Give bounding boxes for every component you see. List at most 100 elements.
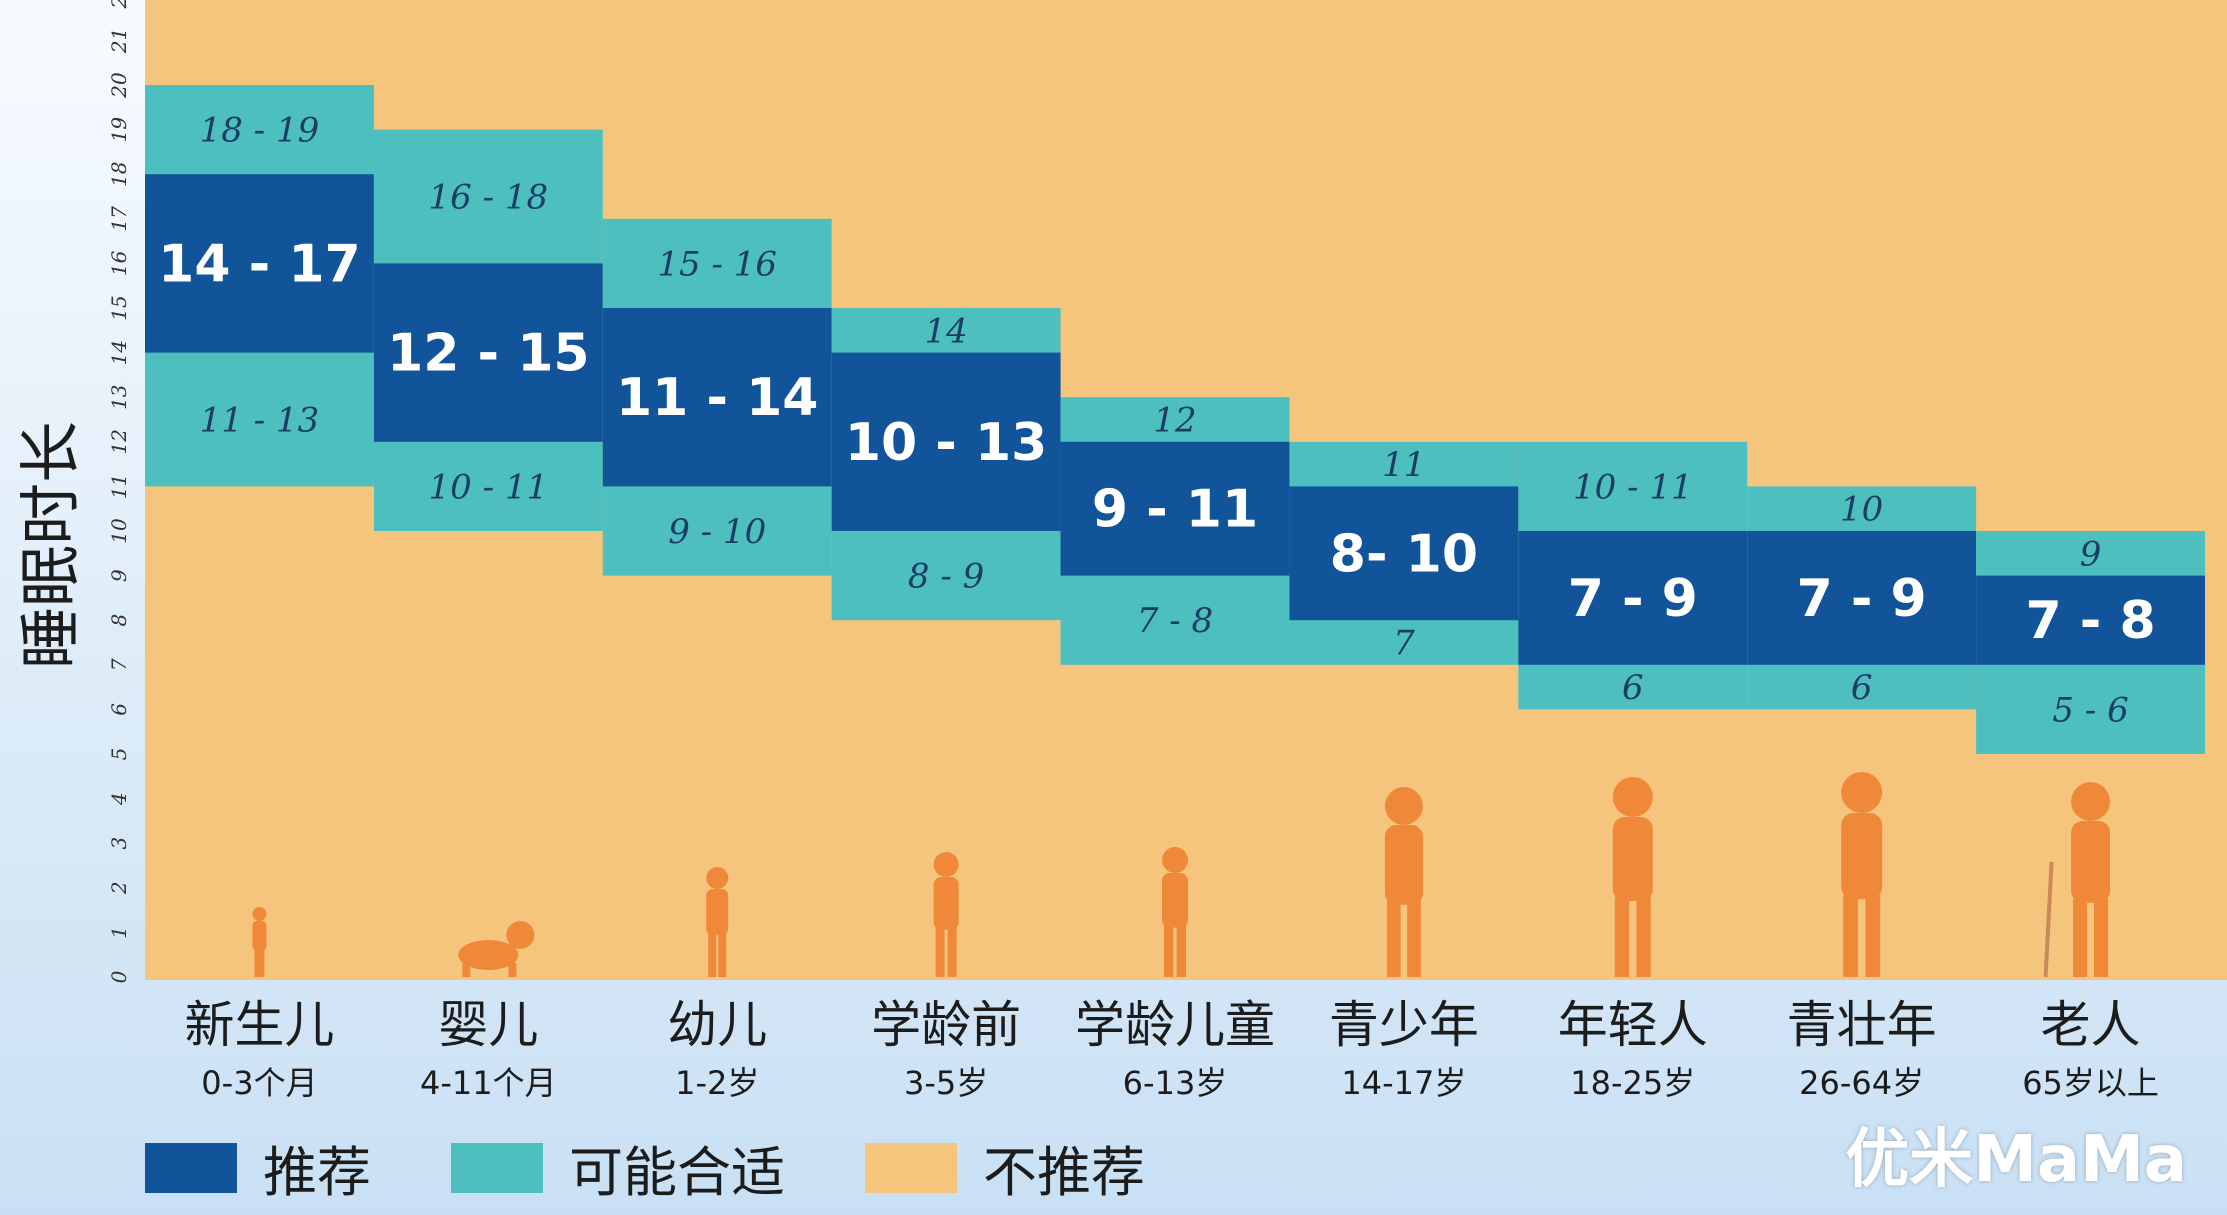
y-tick-label: 2 (107, 881, 131, 895)
recommended-bar (1518, 531, 1748, 665)
leg-shape (259, 946, 265, 977)
leg-shape (1176, 923, 1186, 977)
maybe-upper-label: 9 (2080, 534, 2102, 574)
leg-shape (1636, 897, 1651, 977)
maybe-lower-label: 7 - 8 (1137, 601, 1213, 641)
leg-shape (947, 925, 957, 977)
y-tick-label: 15 (107, 295, 131, 320)
bar-group-0: 18 - 19 11 - 13 14 - 17 (145, 85, 374, 487)
maybe-lower-label: 5 - 6 (2052, 690, 2128, 730)
legend-item-not-recommended: 不推荐 (865, 1128, 1145, 1207)
bar-group-4: 12 7 - 8 9 - 11 (1060, 397, 1290, 665)
age-label: 14-17岁 (1341, 1064, 1466, 1102)
maybe-upper-label: 10 - 11 (1573, 467, 1693, 507)
category-label: 青少年 (1329, 996, 1479, 1054)
leg-shape (1843, 895, 1858, 977)
leg-shape (1386, 900, 1401, 977)
legend-label-recommended: 推荐 (263, 1141, 371, 1204)
maybe-lower-label: 10 - 11 (429, 467, 549, 507)
body-shape (2071, 821, 2111, 903)
y-tick-label: 13 (107, 384, 131, 409)
person-silhouette-icon (1612, 777, 1653, 977)
y-tick-label: 7 (107, 658, 131, 671)
y-tick-label: 21 (107, 28, 131, 54)
maybe-upper-label: 14 (924, 311, 967, 351)
head-shape (1612, 777, 1653, 817)
age-label: 4-11个月 (420, 1064, 557, 1102)
category-label: 学龄儿童 (1075, 996, 1275, 1054)
recommended-label: 9 - 11 (1092, 480, 1258, 540)
age-label: 1-2岁 (675, 1064, 759, 1102)
bars-group: 18 - 19 11 - 13 14 - 17 16 - 18 10 - 11 12 - … (145, 85, 2205, 754)
maybe-lower-label: 8 - 9 (908, 557, 984, 597)
head-shape (1841, 772, 1883, 813)
leg-shape (1407, 900, 1421, 977)
body-shape (252, 921, 267, 951)
recommended-label: 7 - 8 (2025, 591, 2155, 651)
y-tick-label: 6 (107, 703, 131, 716)
head-shape (706, 867, 729, 889)
leg-shape (2073, 898, 2088, 977)
silhouettes-group (252, 772, 2111, 978)
recommended-bar (145, 174, 374, 353)
age-label: 3-5岁 (904, 1064, 988, 1102)
x-axis: 新生儿 0-3个月 婴儿 4-11个月 幼儿 1-2岁 学龄前 3-5岁 学龄儿童 6-13岁 青少… (184, 996, 2158, 1102)
recommended-label: 8- 10 (1330, 524, 1478, 584)
recommended-bar (1060, 441, 1290, 576)
body-shape (933, 877, 959, 930)
head-shape (506, 921, 535, 949)
maybe-upper-label: 11 (1382, 445, 1425, 485)
age-label: 0-3个月 (201, 1064, 317, 1102)
leg-shape (718, 931, 727, 977)
maybe-upper-label: 18 - 19 (200, 111, 320, 151)
recommended-label: 14 - 17 (158, 234, 361, 294)
bar-group-7: 10 6 7 - 9 (1747, 486, 1977, 710)
category-label: 青壮年 (1787, 996, 1937, 1054)
maybe-upper-label: 15 - 16 (657, 244, 777, 284)
person-silhouette-icon (2043, 782, 2111, 978)
person-silhouette-icon (706, 867, 729, 977)
legend: 推荐 可能合适 不推荐 (145, 1128, 1225, 1207)
legend-item-recommended: 推荐 (145, 1128, 371, 1207)
head-shape (933, 852, 959, 877)
person-silhouette-icon (252, 907, 267, 977)
y-tick-label: 12 (107, 429, 131, 454)
category-label: 年轻人 (1558, 996, 1708, 1054)
body-shape (1841, 813, 1883, 900)
y-tick-label: 0 (107, 970, 131, 983)
category-label: 新生儿 (184, 996, 334, 1054)
maybe-upper-label: 10 (1840, 490, 1883, 530)
y-axis-label: 睡眠时长 (14, 421, 87, 669)
bar-group-3: 14 8 - 9 10 - 13 (831, 308, 1061, 621)
recommended-label: 7 - 9 (1568, 569, 1698, 629)
y-tick-label: 10 (107, 518, 131, 544)
category-label: 老人 (2041, 996, 2141, 1054)
y-tick-label: 19 (107, 117, 131, 143)
y-tick-label: 1 (107, 926, 131, 939)
leg-shape (2094, 898, 2109, 977)
y-tick-label: 16 (107, 250, 131, 276)
legend-swatch-recommended (145, 1142, 237, 1193)
body-shape (1612, 817, 1653, 901)
age-label: 6-13岁 (1123, 1064, 1228, 1102)
y-tick-label: 9 (107, 569, 131, 582)
legend-label-not-recommended: 不推荐 (983, 1141, 1145, 1204)
recommended-label: 11 - 14 (616, 368, 819, 428)
recommended-bar (1747, 531, 1977, 665)
leg-shape (1164, 923, 1174, 977)
recommended-label: 7 - 9 (1797, 569, 1927, 629)
category-label: 幼儿 (667, 996, 767, 1054)
maybe-lower-label: 6 (1851, 668, 1873, 708)
watermark: 优米MaMa (1845, 1123, 2187, 1197)
recommended-label: 10 - 13 (845, 413, 1048, 473)
body-shape (1384, 825, 1423, 905)
legend-swatch-maybe (451, 1142, 543, 1193)
y-tick-label: 5 (107, 748, 131, 761)
y-tick-label: 20 (107, 72, 131, 99)
y-tick-label: 14 (107, 340, 131, 365)
leg-shape (708, 931, 717, 977)
bar-group-5: 11 7 8- 10 (1289, 441, 1519, 665)
recommended-bar (373, 263, 603, 442)
legend-swatch-not-recommended (865, 1142, 957, 1193)
